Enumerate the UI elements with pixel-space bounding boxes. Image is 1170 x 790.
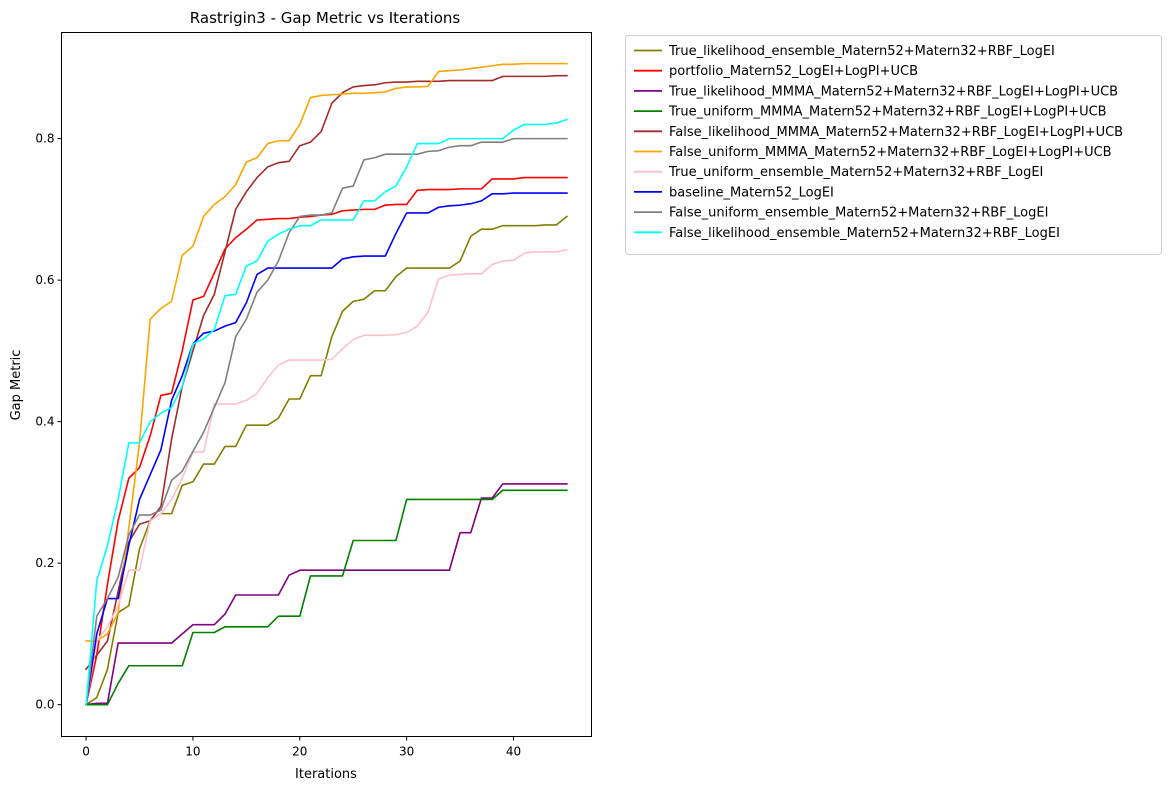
x-tick-label: 0 (82, 745, 90, 759)
y-axis-label: Gap Metric (9, 350, 24, 421)
x-tick-label: 30 (399, 745, 414, 759)
y-tick-label: 0.2 (35, 556, 54, 570)
series-line-5 (84, 74, 568, 671)
x-tick-label: 20 (292, 745, 307, 759)
plot-frame (61, 32, 592, 737)
y-tick-label: 0.0 (35, 698, 54, 712)
legend: True_likelihood_ensemble_Matern52+Matern… (625, 35, 1162, 255)
series-line-8 (85, 192, 568, 706)
series-line-10 (85, 118, 568, 706)
series-line-4 (85, 489, 568, 706)
series-line-3 (85, 483, 568, 706)
series-line-6 (85, 62, 568, 642)
legend-items: True_likelihood_ensemble_Matern52+Matern… (634, 44, 1123, 241)
legend-label-6: False_uniform_MMMA_Matern52+Matern32+RBF… (669, 145, 1112, 160)
legend-frame (625, 35, 1162, 255)
x-tick-label: 40 (506, 745, 521, 759)
legend-label-7: True_uniform_ensemble_Matern52+Matern32+… (668, 165, 1043, 180)
x-axis: 0 10 20 30 40 (82, 736, 521, 759)
x-tick-label: 10 (185, 745, 200, 759)
series-line-7 (85, 248, 568, 706)
legend-label-2: portfolio_Matern52_LogEI+LogPI+UCB (669, 64, 918, 79)
y-tick-label: 0.4 (35, 415, 54, 429)
legend-label-10: False_likelihood_ensemble_Matern52+Mater… (669, 226, 1060, 241)
y-tick-label: 0.6 (35, 273, 54, 287)
y-tick-label: 0.8 (35, 132, 54, 146)
legend-label-3: True_likelihood_MMMA_Matern52+Matern32+R… (668, 84, 1118, 99)
legend-label-4: True_uniform_MMMA_Matern52+Matern32+RBF_… (668, 105, 1107, 120)
legend-label-5: False_likelihood_MMMA_Matern52+Matern32+… (669, 125, 1123, 140)
series-line-1 (84, 215, 569, 706)
legend-label-9: False_uniform_ensemble_Matern52+Matern32… (669, 206, 1048, 221)
y-axis: 0.0 0.2 0.4 0.6 0.8 (35, 132, 62, 712)
legend-label-8: baseline_Matern52_LogEI (669, 185, 834, 200)
series-lines (84, 62, 569, 706)
series-line-9 (85, 137, 568, 706)
legend-label-1: True_likelihood_ensemble_Matern52+Matern… (668, 44, 1055, 59)
x-axis-label: Iterations (295, 767, 357, 782)
chart-title: Rastrigin3 - Gap Metric vs Iterations (190, 9, 461, 27)
